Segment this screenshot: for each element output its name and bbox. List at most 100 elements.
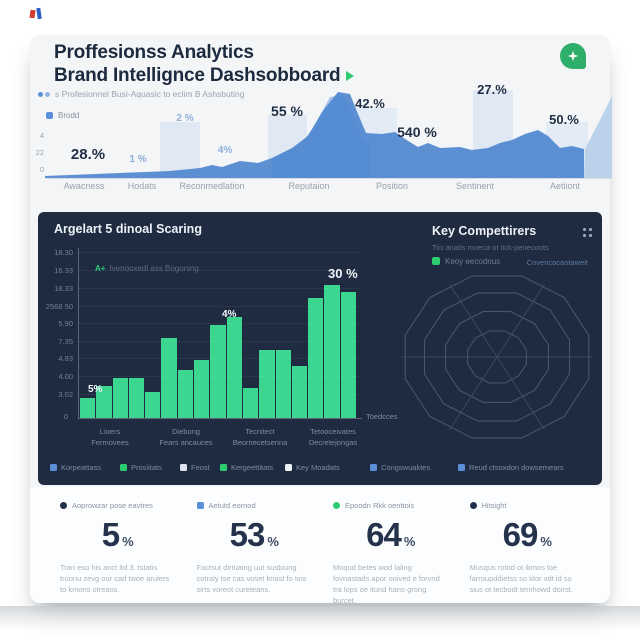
- dark-analytics-panel: Argelart 5 dinoal Scaring A+ Ivenooxedl a…: [38, 212, 602, 485]
- page-subtitle: s Profesionnel Busi-Aquasic to eclim B A…: [38, 89, 244, 99]
- radar-chart-svg: [402, 275, 592, 439]
- panel-legend-item[interactable]: Prosiitats: [120, 463, 162, 472]
- score-bar: [80, 398, 96, 418]
- score-y-tick: 7.35: [58, 337, 73, 346]
- subtitle-dot-icon: [38, 92, 43, 98]
- chart-value-label: 50.%: [549, 112, 579, 127]
- x-axis-label: Aetiiont: [549, 181, 581, 191]
- score-bar: [194, 360, 210, 418]
- kpi-label: Aetutd eornod: [196, 501, 312, 510]
- score-bar: [308, 298, 324, 418]
- score-y-tick: 18.33: [54, 284, 73, 293]
- legend-swatch-icon: [120, 464, 127, 471]
- panel-menu-icon[interactable]: [583, 228, 592, 237]
- corner-logo-mark: [29, 7, 46, 20]
- legend-square-icon: [432, 257, 440, 265]
- legend-swatch-icon: [180, 464, 187, 471]
- kpi-label: Aoprowzar pose eavtres: [60, 501, 175, 510]
- score-bar: [275, 350, 291, 418]
- kpi-description: Musqus rotod ot ikmos loe farroupddietss…: [469, 563, 573, 594]
- kpi-value: 53%: [229, 516, 279, 553]
- score-bar: [291, 366, 308, 418]
- score-bar-chart: [80, 268, 357, 418]
- competitors-title: Key Compettirers: [432, 224, 537, 238]
- score-gridline: [78, 358, 360, 359]
- panel-legend-item[interactable]: Korpeattass: [50, 463, 101, 472]
- score-gridline: [78, 270, 360, 271]
- kpi-section: Aoprowzar pose eavtres 5% Tran eso his anc…: [30, 487, 610, 605]
- score-bar: [128, 378, 145, 418]
- x-axis-label: Sentinent: [455, 181, 495, 191]
- kpi-value: 64%: [366, 516, 415, 553]
- score-gridline: [78, 306, 360, 307]
- logo-red-shape: [29, 9, 36, 19]
- panel-legend-item[interactable]: Congswuaktes: [370, 463, 430, 472]
- kpi-card: Epoodn Rkk oenttois 64% Moqud betes wod la…: [333, 501, 448, 605]
- score-chart-legend[interactable]: A+ Ivenooxedl ass Bogoning: [95, 264, 199, 273]
- score-y-tick: 3.02: [58, 390, 73, 399]
- legend-dot-icon: [46, 112, 53, 119]
- legend-swatch-icon: [370, 464, 377, 471]
- score-y-tick: 18.30: [54, 248, 73, 257]
- legend-swatch-icon: [50, 464, 57, 471]
- competitors-right-label: Covencocantaweit: [526, 258, 588, 267]
- panel-legend-item[interactable]: Kergeettitats: [220, 463, 273, 472]
- score-y-tick: 16.33: [54, 266, 73, 275]
- score-y-axis: [78, 248, 79, 418]
- kpi-card: Hitsight 69% Musqus rotod ot ikmos loe far…: [469, 501, 585, 603]
- competitors-subtitle: Tici anatis moeca ot tick-penecoots: [432, 243, 549, 252]
- score-bar: [145, 392, 161, 418]
- area-series-right: [584, 96, 612, 178]
- panel-legend-item[interactable]: Feost: [180, 463, 210, 472]
- kpi-card: Aoprowzar pose eavtres 5% Tran eso his anc…: [60, 501, 175, 603]
- x-axis-label: Awacness: [63, 181, 105, 191]
- kpi-label: Hitsight: [469, 501, 585, 510]
- score-bar: [112, 378, 128, 418]
- chart-value-label: 27.%: [477, 82, 507, 97]
- x-axis-label: Position: [375, 181, 409, 191]
- area-chart-legend[interactable]: Brodd: [46, 111, 79, 120]
- score-bar: [161, 338, 177, 418]
- score-value-label: 4%: [222, 309, 237, 320]
- bottom-shadow: [0, 606, 640, 628]
- sparkle-icon: [567, 50, 579, 62]
- kpi-description: Factsut dirtuaing uut susbiung cotraly t…: [196, 563, 307, 594]
- x-axis-label: Reconmedlation: [179, 181, 245, 191]
- score-bar: [210, 325, 226, 418]
- score-value-label: 30 %: [328, 266, 358, 281]
- score-y-tick: 4.00: [58, 372, 73, 381]
- score-bar: [177, 370, 194, 418]
- panel-legend-item[interactable]: Key Moadats: [285, 463, 340, 472]
- kpi-circle-icon: [469, 502, 477, 509]
- chart-value-label: 42.%: [355, 96, 385, 111]
- area-series-main: [45, 92, 584, 178]
- chart-value-label: 55 %: [271, 103, 303, 119]
- chart-value-label: 4%: [217, 145, 233, 156]
- title-arrow-icon: [346, 71, 355, 81]
- score-bar: [226, 317, 242, 418]
- chart-value-label: 540 %: [397, 124, 437, 140]
- y-axis-tick: 0: [39, 165, 44, 174]
- score-bar: [340, 292, 357, 418]
- kpi-circle-icon: [60, 502, 67, 509]
- score-bar: [324, 285, 340, 418]
- score-chart-title: Argelart 5 dinoal Scaring: [54, 222, 202, 236]
- score-axis-end-label: Toedcces: [366, 412, 398, 421]
- score-gridline: [78, 341, 360, 342]
- score-y-tick: 2568 50: [45, 302, 73, 311]
- score-gridline: [78, 394, 360, 395]
- kpi-value: 5%: [101, 516, 134, 553]
- competitors-legend[interactable]: Keoy eecodnus: [432, 257, 500, 266]
- kpi-card: Aetutd eornod 53% Factsut dirtuaing uut su…: [196, 501, 312, 603]
- x-axis-label: Hodats: [127, 181, 157, 191]
- page-title-line1: Proffesionss Analytics: [54, 42, 254, 63]
- kpi-description: Moqud betes wod laling fovnastads apor o…: [333, 563, 440, 605]
- chart-value-label: 2 %: [176, 113, 194, 124]
- assistant-badge-button[interactable]: [560, 43, 586, 69]
- score-gridline: [78, 323, 360, 324]
- logo-blue-shape: [36, 7, 42, 20]
- chart-value-label: 28.%: [70, 146, 106, 163]
- panel-legend-item[interactable]: Reud ctsoxdon dowsemears: [458, 463, 564, 472]
- kpi-description: Tran eso his anct ltd 3. tstatis truonu …: [60, 563, 170, 594]
